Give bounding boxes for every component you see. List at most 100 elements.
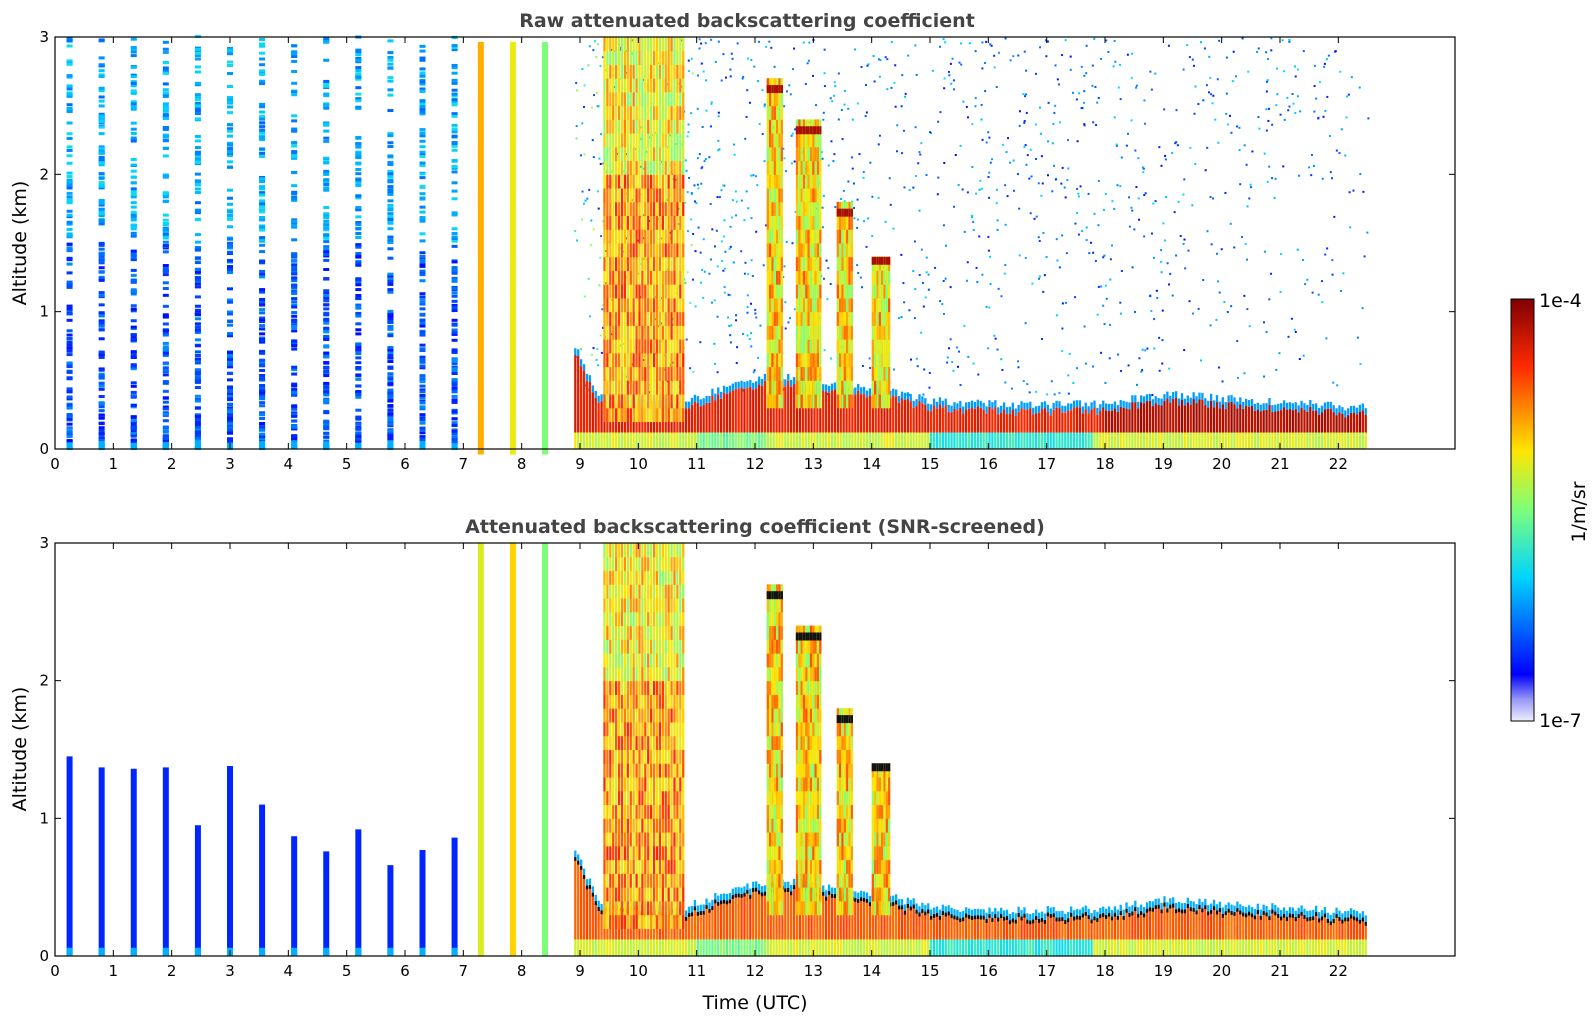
heatmap-cell (130, 319, 137, 323)
heatmap-cell (1274, 404, 1277, 412)
heatmap-cell (227, 48, 233, 52)
heatmap-cell (98, 99, 105, 103)
heatmap-cell (1256, 409, 1259, 433)
heatmap-cell (387, 398, 394, 402)
heatmap-cell (756, 184, 759, 187)
heatmap-cell (1265, 51, 1268, 54)
heatmap-cell (1104, 192, 1107, 195)
heatmap-cell (194, 152, 201, 156)
heatmap-cell (856, 264, 859, 267)
heatmap-cell (1022, 380, 1025, 383)
heatmap-cell (162, 348, 169, 352)
heatmap-cell (387, 442, 394, 446)
heatmap-cell (857, 390, 860, 433)
heatmap-cell (1081, 230, 1084, 233)
heatmap-cell (736, 42, 739, 45)
heatmap-cell (641, 229, 644, 244)
heatmap-cell (833, 94, 836, 97)
heatmap-cell (477, 48, 484, 57)
heatmap-cell (673, 380, 676, 395)
heatmap-cell (626, 394, 629, 409)
heatmap-cell (1242, 432, 1245, 449)
heatmap-cell (1116, 405, 1119, 413)
heatmap-cell (667, 50, 670, 65)
heatmap-cell (1061, 302, 1064, 305)
heatmap-cell (66, 444, 73, 448)
heatmap-cell (760, 378, 764, 386)
heatmap-cell (1259, 432, 1262, 449)
heatmap-cell (323, 139, 330, 143)
heatmap-cell (323, 79, 330, 83)
heatmap-cell (419, 80, 426, 84)
heatmap-cell (772, 374, 775, 382)
heatmap-cell (419, 172, 426, 176)
heatmap-cell (355, 92, 362, 96)
heatmap-cell (1046, 411, 1049, 433)
heatmap-cell (1294, 432, 1297, 449)
heatmap-cell (451, 134, 458, 138)
heatmap-cell (776, 311, 779, 326)
heatmap-cell (773, 339, 776, 354)
heatmap-cell (850, 156, 853, 159)
heatmap-cell (831, 100, 834, 103)
heatmap-cell (451, 360, 458, 364)
heatmap-cell (650, 270, 653, 285)
heatmap-cell (723, 286, 726, 289)
heatmap-cell (509, 247, 516, 256)
heatmap-cell (632, 339, 635, 354)
heatmap-cell (1352, 189, 1355, 192)
heatmap-cell (477, 179, 484, 187)
heatmap-cell (1212, 400, 1216, 408)
heatmap-cell (1218, 291, 1221, 294)
heatmap-cell (693, 432, 697, 449)
heatmap-cell (948, 74, 951, 77)
heatmap-cell (720, 189, 723, 192)
heatmap-cell (1221, 432, 1224, 449)
heatmap-cell (259, 300, 266, 304)
heatmap-cell (1317, 116, 1320, 119)
heatmap-cell (617, 229, 621, 244)
heatmap-cell (575, 81, 578, 84)
heatmap-cell (451, 88, 458, 92)
heatmap-cell (387, 332, 394, 336)
heatmap-cell (962, 406, 965, 414)
heatmap-cell (617, 284, 621, 299)
heatmap-cell (509, 138, 516, 146)
heatmap-cell (419, 393, 426, 397)
heatmap-cell (1102, 407, 1105, 433)
heatmap-cell (194, 101, 201, 105)
heatmap-cell (603, 243, 606, 258)
heatmap-cell (323, 188, 330, 192)
heatmap-cell (542, 330, 548, 338)
heatmap-cell (1175, 398, 1178, 433)
heatmap-cell (194, 256, 201, 260)
heatmap-cell (419, 112, 426, 116)
heatmap-cell (66, 106, 73, 110)
heatmap-cell (1134, 395, 1137, 403)
heatmap-cell (635, 133, 638, 148)
heatmap-cell (542, 261, 548, 270)
heatmap-cell (581, 122, 584, 125)
heatmap-cell (667, 432, 670, 449)
heatmap-cell (1075, 407, 1079, 433)
heatmap-cell (1056, 78, 1059, 81)
heatmap-cell (1085, 44, 1088, 47)
heatmap-cell (606, 311, 609, 326)
heatmap-cell (477, 323, 484, 331)
heatmap-cell (644, 160, 647, 175)
heatmap-cell (387, 109, 394, 113)
heatmap-cell (323, 84, 330, 88)
heatmap-cell (769, 297, 772, 313)
heatmap-cell (615, 407, 618, 423)
heatmap-cell (1179, 235, 1182, 238)
heatmap-cell (920, 142, 923, 145)
heatmap-cell (995, 202, 998, 205)
heatmap-cell (66, 387, 73, 391)
heatmap-cell (623, 325, 627, 340)
heatmap-cell (698, 38, 701, 41)
heatmap-cell (793, 47, 796, 50)
heatmap-cell (66, 109, 73, 113)
heatmap-cell (227, 147, 233, 151)
heatmap-cell (736, 346, 739, 349)
heatmap-cell (1195, 403, 1198, 433)
